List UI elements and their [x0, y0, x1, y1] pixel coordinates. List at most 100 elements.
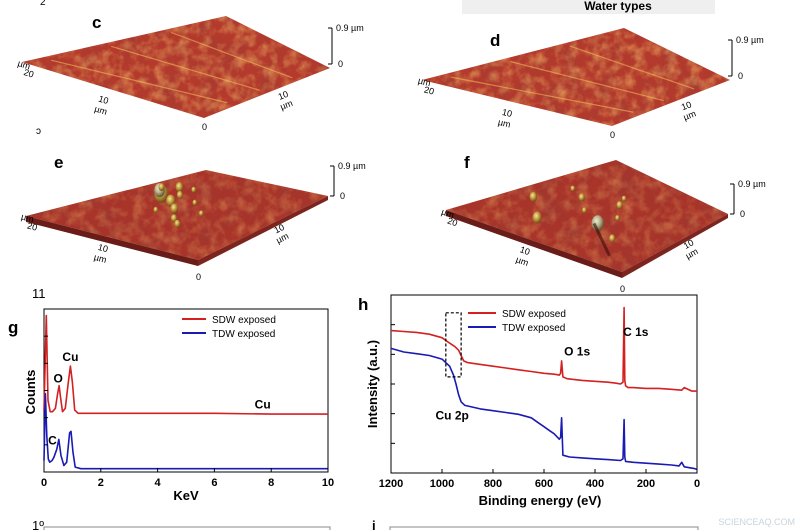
afm-right-tick: 10: [272, 222, 285, 235]
afm-particle: [578, 193, 585, 202]
g-peak-annotation: Cu: [62, 350, 78, 364]
afm-left-unit: µm: [17, 58, 32, 71]
banner-text: Water types: [584, 0, 652, 13]
afm-surface-edge: [198, 196, 328, 266]
g-x-tick-label: 6: [211, 477, 217, 489]
afm-z-zero-label: 0: [740, 209, 745, 219]
h-x-tick-label: 0: [694, 478, 700, 490]
afm-left-unit: µm: [497, 117, 512, 130]
afm-particle: [158, 183, 165, 192]
afm-particle: [153, 206, 159, 213]
g-x-tick-label: 4: [155, 477, 162, 489]
afm-right-unit: µm: [682, 108, 697, 122]
eds-legend-label-sdw: SDW exposed: [212, 315, 276, 326]
h-x-tick-label: 800: [484, 478, 502, 490]
afm-surface-shading: [26, 170, 328, 260]
afm-scratch-line: [451, 76, 634, 113]
afm-left-unit: µm: [515, 254, 530, 268]
afm-origin-label: 0: [620, 284, 625, 294]
g-peak-annotation: O: [54, 371, 63, 385]
afm-surface-edge: [446, 210, 622, 278]
banner-background: [462, 0, 715, 14]
h-x-tick-label: 1000: [430, 478, 454, 490]
h-series-sdw-line: [390, 306, 697, 392]
afm-particle: [582, 207, 587, 214]
xps-legend-label-sdw: SDW exposed: [502, 309, 566, 320]
afm-right-tick: 10: [277, 89, 290, 102]
h-x-tick-label: 1200: [379, 478, 403, 490]
afm-left-unit: µm: [417, 76, 432, 89]
figure-number-label: 11: [32, 286, 46, 301]
afm-right-tick: 10: [682, 237, 696, 251]
bottom-left-frame: [43, 526, 331, 530]
panel-label-g: g: [8, 318, 18, 337]
bottom-left-mark: 1º: [32, 518, 44, 530]
afm-scratch-line: [50, 59, 228, 104]
h-peak-annotation: Cu 2p: [436, 409, 469, 423]
afm-z-scale-label: 0.9 µm: [336, 23, 364, 33]
h-peak-annotation: O 1s: [564, 345, 590, 359]
g-series-sdw-line: [43, 314, 328, 415]
afm-left-tick: 10: [501, 107, 513, 119]
afm-particle: [176, 190, 183, 199]
afm-scratch-line: [170, 31, 293, 79]
afm-particle: [198, 210, 204, 217]
afm-particle: [529, 191, 538, 202]
bottom-right-frame: [389, 526, 699, 530]
afm-z-zero-label: 0: [738, 71, 743, 81]
afm-left-tick: 10: [97, 94, 110, 107]
afm-left-tick: 20: [423, 85, 435, 97]
eds-x-axis-label: KeV: [173, 488, 199, 503]
panel-label-h: h: [358, 295, 368, 314]
afm-particle: [174, 219, 181, 228]
g-series-tdw-line: [43, 393, 328, 470]
afm-particle: [616, 201, 623, 210]
xps-legend: SDW exposed TDW exposed: [468, 309, 566, 334]
corner-mark-top: 2: [40, 0, 46, 8]
afm-left-unit: µm: [93, 252, 108, 265]
g-peak-annotation: Cu: [255, 397, 271, 411]
afm-particle: [170, 214, 177, 223]
h-series-tdw-line: [390, 347, 698, 471]
panel-label-f: f: [464, 153, 470, 172]
afm-left-unit: µm: [440, 207, 455, 221]
xps-plot-frame: [390, 294, 698, 474]
h-x-tick-label: 200: [637, 478, 655, 490]
eds-y-axis-label: Counts: [23, 370, 38, 415]
afm-scratch-line: [569, 45, 695, 90]
afm-right-tick: 10: [680, 99, 693, 112]
afm-particle: [570, 185, 576, 192]
watermark: SCIENCEAQ.COM: [718, 517, 795, 527]
afm-left-tick: 10: [519, 244, 532, 257]
afm-particle: [175, 182, 184, 193]
afm-particle: [170, 203, 179, 214]
afm-origin-label: 0: [202, 122, 207, 132]
panel-label-e: e: [54, 153, 63, 172]
afm-z-zero-label: 0: [338, 59, 343, 69]
eds-legend-label-tdw: TDW exposed: [212, 329, 275, 340]
afm-z-scale-label: 0.9 µm: [736, 35, 764, 45]
afm-right-unit: µm: [279, 98, 294, 112]
afm-scratch-line: [110, 45, 261, 91]
afm-left-unit: µm: [20, 211, 35, 224]
afm-left-tick: 10: [97, 242, 109, 254]
corner-mark-mid: ɔ: [36, 126, 41, 137]
eds-spectrum-panel: g 0 2 4 6 8 10 Cu O C Cu Counts KeV SDW exposed T…: [8, 308, 334, 503]
afm-shadow-streak: [592, 222, 611, 257]
afm-particle: [166, 194, 176, 207]
xps-x-axis-label: Binding energy (eV): [479, 493, 602, 508]
g-x-tick-label: 10: [322, 477, 334, 489]
eds-legend: SDW exposed TDW exposed: [182, 315, 276, 340]
afm-surface-edge: [26, 216, 198, 266]
afm-z-scale-label: 0.9 µm: [338, 161, 366, 171]
afm-surface-shading: [446, 160, 728, 272]
h-x-tick-label: 400: [586, 478, 604, 490]
afm-surface-shading: [22, 16, 330, 118]
h-x-tick-label: 600: [535, 478, 553, 490]
afm-particle: [191, 186, 196, 193]
